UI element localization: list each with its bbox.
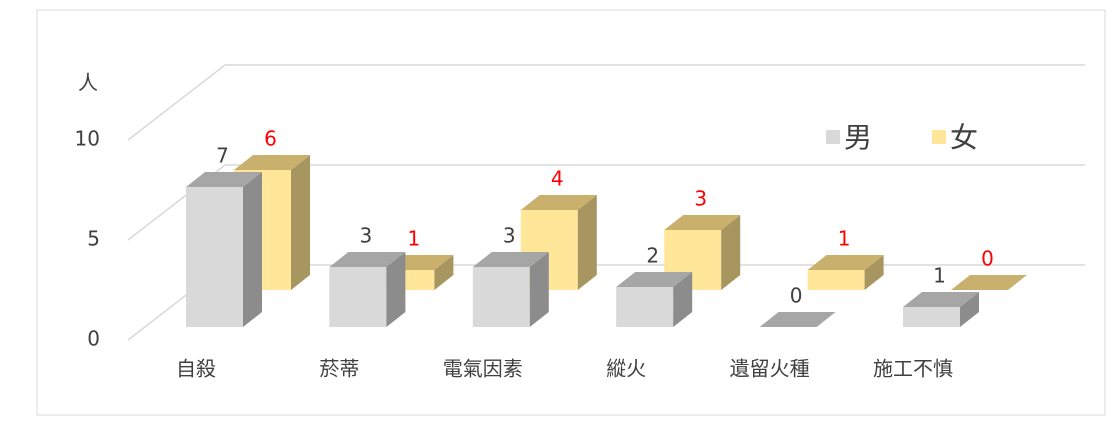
bar-top xyxy=(520,195,597,210)
bar-side xyxy=(386,252,406,327)
grid-line xyxy=(127,64,1085,141)
bar-top xyxy=(664,215,741,230)
data-label: 1 xyxy=(933,264,946,288)
bar-front xyxy=(329,267,387,327)
bar-side xyxy=(864,255,884,290)
bar-side xyxy=(434,255,454,290)
data-label: 2 xyxy=(646,244,659,268)
bar-top xyxy=(807,255,884,270)
bar-top xyxy=(472,252,549,267)
bar-top xyxy=(759,312,836,327)
bar-side xyxy=(673,272,693,327)
legend-label: 男 xyxy=(844,121,872,154)
data-label: 0 xyxy=(790,284,803,308)
data-label: 3 xyxy=(360,224,373,248)
data-label: 3 xyxy=(694,187,707,211)
bar-front xyxy=(807,270,865,290)
data-label: 6 xyxy=(264,127,277,151)
x-tick-label: 遺留火種 xyxy=(730,357,810,381)
data-label: 1 xyxy=(838,227,851,251)
bar-top xyxy=(234,155,310,170)
y-tick-label: 5 xyxy=(87,227,100,251)
bar-front xyxy=(472,267,530,327)
bar-top xyxy=(903,292,979,307)
data-label: 1 xyxy=(408,227,421,251)
y-axis-label: 人 xyxy=(78,71,98,95)
x-tick-label: 電氣因素 xyxy=(443,357,523,381)
y-tick-label: 10 xyxy=(75,127,100,151)
bar-side xyxy=(577,195,597,290)
bar-side xyxy=(960,292,979,327)
grid-line xyxy=(127,164,1085,241)
bar-side xyxy=(721,215,741,290)
bar-front xyxy=(186,187,243,327)
legend-swatch xyxy=(932,130,946,144)
x-tick-label: 自殺 xyxy=(176,357,216,381)
x-tick-label: 菸蒂 xyxy=(319,357,359,381)
data-label: 4 xyxy=(551,167,564,191)
data-label: 0 xyxy=(981,247,994,271)
x-tick-label: 施工不慎 xyxy=(873,357,953,381)
bar-top xyxy=(329,252,406,267)
data-label: 3 xyxy=(503,224,516,248)
bar-front xyxy=(616,287,674,327)
bar-top xyxy=(951,275,1027,290)
bar-front xyxy=(903,307,960,327)
y-tick-label: 0 xyxy=(87,327,100,351)
bar-top xyxy=(616,272,693,287)
data-label: 7 xyxy=(216,144,229,168)
bar-side xyxy=(291,155,310,290)
bar-side xyxy=(529,252,549,327)
legend-label: 女 xyxy=(950,121,978,154)
x-tick-label: 縱火 xyxy=(606,357,646,381)
bar-side xyxy=(243,172,262,327)
bar-top xyxy=(186,172,262,187)
legend-swatch xyxy=(826,130,840,144)
